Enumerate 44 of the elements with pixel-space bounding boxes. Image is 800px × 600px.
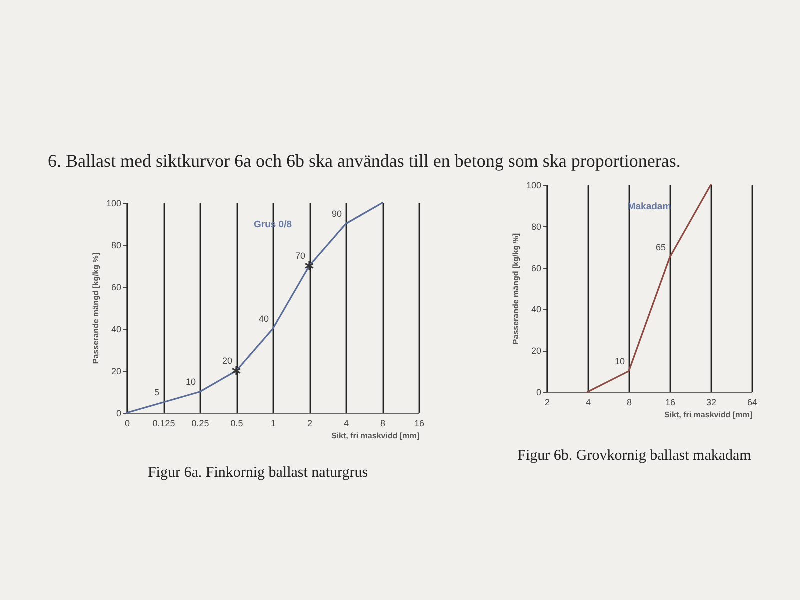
- data-label: 70: [295, 251, 306, 261]
- y-tick-label: 40: [531, 304, 542, 315]
- data-label: 20: [222, 356, 232, 366]
- text: Figur 6b. Grovkornig ballast makadam: [516, 447, 752, 466]
- x-tick-label: 2: [544, 398, 550, 408]
- x-tick-label: 0: [124, 418, 130, 428]
- y-tick-label: 0: [116, 408, 122, 418]
- y-tick-label: 60: [531, 263, 542, 274]
- line-series: [587, 184, 712, 393]
- data-label: 10: [614, 356, 625, 366]
- data-label: 90: [332, 209, 342, 219]
- line-series: [126, 202, 384, 414]
- y-tick-label: 20: [531, 346, 542, 356]
- data-label: 10: [186, 377, 196, 387]
- x-tick-label: 0.5: [230, 418, 244, 428]
- x-tick-label: 4: [586, 398, 592, 408]
- y-tick-label: 80: [111, 240, 122, 250]
- x-axis-title: Sikt, fri maskvidd [mm]: [331, 432, 420, 440]
- data-label: 65: [656, 242, 666, 252]
- x-tick-label: 0.125: [152, 418, 176, 428]
- x-tick-label: 64: [747, 398, 758, 408]
- x-tick-label: 8: [380, 418, 386, 428]
- text: 6. Ballast med siktkurvor 6a och 6b ska användas till en betong som ska proportioneras.: [48, 150, 681, 172]
- x-tick-label: 1: [270, 418, 276, 428]
- y-axis-title: Passerande mängd [kg/kg %]: [91, 252, 100, 364]
- y-tick-label: 40: [111, 324, 122, 334]
- y-tick-label: 60: [111, 282, 122, 292]
- x-tick-label: 32: [706, 398, 717, 408]
- y-tick-label: 20: [111, 366, 122, 376]
- x-tick-label: 0.25: [192, 418, 210, 428]
- data-label: 5: [154, 388, 160, 398]
- y-tick-label: 100: [526, 180, 542, 190]
- x-tick-label: 16: [414, 418, 425, 428]
- data-label: 40: [258, 314, 269, 324]
- y-tick-label: 100: [106, 198, 122, 208]
- x-axis-title: Sikt, fri maskvidd [mm]: [664, 410, 753, 420]
- x-tick-label: 16: [665, 398, 676, 408]
- x-tick-label: 8: [626, 398, 632, 408]
- x-tick-label: 4: [344, 418, 350, 428]
- y-axis-title: Passerande mängd [kg/kg %]: [511, 233, 520, 345]
- text: Figur 6a. Finkornig ballast naturgrus: [146, 464, 370, 483]
- x-tick-label: 2: [307, 418, 313, 428]
- y-tick-label: 80: [531, 222, 542, 232]
- y-tick-label: 0: [536, 388, 542, 398]
